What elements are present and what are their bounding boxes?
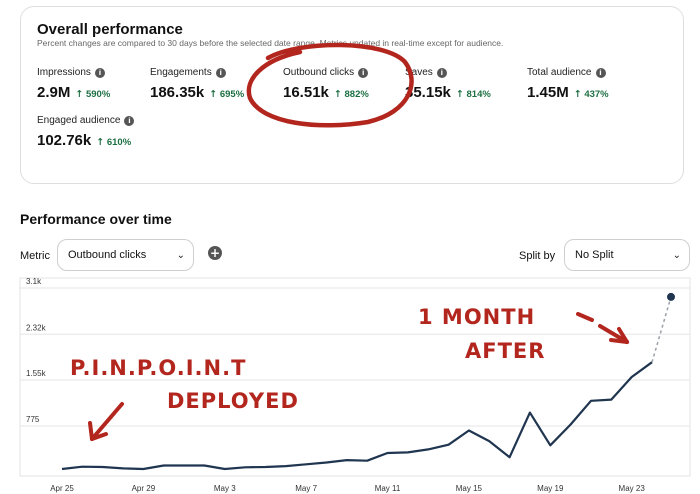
performance-title: Performance over time: [20, 211, 172, 227]
metric-label: Total audience: [527, 67, 592, 78]
add-metric-button[interactable]: +: [208, 246, 222, 260]
metric-value: 2.9M: [37, 84, 71, 101]
metric-label: Impressions: [37, 67, 91, 78]
info-icon[interactable]: i: [595, 67, 606, 78]
x-tick-label: Apr 25: [50, 484, 74, 493]
series-line: [61, 361, 653, 471]
y-tick-label: 3.1k: [26, 277, 42, 286]
metric-outbound-clicks: Outbound clicks i 16.51k ↑ 882%: [283, 67, 369, 101]
split-dropdown-value: No Split: [575, 249, 614, 261]
metric-value: 16.51k: [283, 84, 329, 101]
up-arrow-icon: ↑: [455, 89, 464, 100]
metric-select-label: Metric: [20, 250, 50, 262]
up-arrow-icon: ↑: [75, 89, 84, 100]
metric-dropdown-value: Outbound clicks: [68, 249, 147, 261]
x-tick-label: May 11: [375, 484, 401, 493]
metric-change: ↑ 590%: [75, 89, 111, 100]
y-tick-label: 775: [26, 415, 40, 424]
metric-saves: Saves i 35.15k ↑ 814%: [405, 67, 491, 101]
annotation-right-line1: 1 MONTH: [418, 305, 535, 329]
chevron-down-icon: ⌄: [176, 249, 185, 261]
annotation-left-line2: DEPLOYED: [167, 389, 299, 413]
x-tick-label: May 15: [456, 484, 483, 493]
up-arrow-icon: ↑: [333, 89, 342, 100]
split-by-label: Split by: [519, 250, 556, 262]
annotation-arrow-left: [88, 402, 124, 441]
metric-total-audience: Total audience i 1.45M ↑ 437%: [527, 67, 609, 101]
up-arrow-icon: ↑: [573, 89, 582, 100]
y-tick-label: 2.32k: [26, 323, 47, 332]
y-tick-label: 1.55k: [26, 369, 47, 378]
metric-value: 102.76k: [37, 132, 92, 149]
annotation-left-line1: P.I.N.P.O.I.N.T: [70, 356, 246, 380]
metric-change: ↑ 437%: [573, 89, 609, 100]
metric-label: Outbound clicks: [283, 67, 355, 78]
x-tick-label: Apr 29: [132, 484, 156, 493]
up-arrow-icon: ↑: [96, 137, 105, 148]
chart-frame: [19, 277, 691, 477]
metric-value: 186.35k: [150, 84, 205, 101]
metric-label: Engaged audience: [37, 115, 121, 126]
metric-change: ↑ 610%: [96, 137, 132, 148]
card-title: Overall performance: [37, 21, 183, 38]
metric-change: ↑ 882%: [333, 89, 369, 100]
series-end-point[interactable]: [667, 292, 675, 301]
info-icon[interactable]: i: [436, 67, 447, 78]
metric-engagements: Engagements i 186.35k ↑ 695%: [150, 67, 244, 101]
up-arrow-icon: ↑: [209, 89, 218, 100]
metric-change: ↑ 695%: [209, 89, 245, 100]
metric-engaged-audience: Engaged audience i 102.76k ↑ 610%: [37, 115, 135, 149]
metric-label: Engagements: [150, 67, 212, 78]
metric-dropdown[interactable]: Outbound clicks ⌄: [57, 239, 194, 271]
metric-impressions: Impressions i 2.9M ↑ 590%: [37, 67, 110, 101]
x-tick-label: May 3: [214, 484, 236, 493]
metric-label: Saves: [405, 67, 433, 78]
info-icon[interactable]: i: [358, 67, 369, 78]
chevron-down-icon: ⌄: [672, 249, 681, 261]
metric-change: ↑ 814%: [455, 89, 491, 100]
split-dropdown[interactable]: No Split ⌄: [564, 239, 690, 271]
x-tick-label: May 7: [295, 484, 317, 493]
info-icon[interactable]: i: [215, 67, 226, 78]
x-tick-label: May 23: [619, 484, 646, 493]
annotation-arrow-right: [576, 312, 629, 344]
x-tick-label: May 19: [537, 484, 564, 493]
metric-value: 35.15k: [405, 84, 451, 101]
card-subtitle: Percent changes are compared to 30 days …: [37, 38, 504, 48]
info-icon[interactable]: i: [94, 67, 105, 78]
info-icon[interactable]: i: [124, 115, 135, 126]
overall-performance-card: Overall performance Percent changes are …: [20, 6, 684, 184]
metric-value: 1.45M: [527, 84, 569, 101]
performance-chart: 3.1k 2.32k 1.55k 775 Apr 25 Apr 29 May 3 May 7…: [19, 277, 691, 493]
annotation-right-line2: AFTER: [465, 339, 545, 363]
series-projection-dash: [651, 296, 672, 363]
